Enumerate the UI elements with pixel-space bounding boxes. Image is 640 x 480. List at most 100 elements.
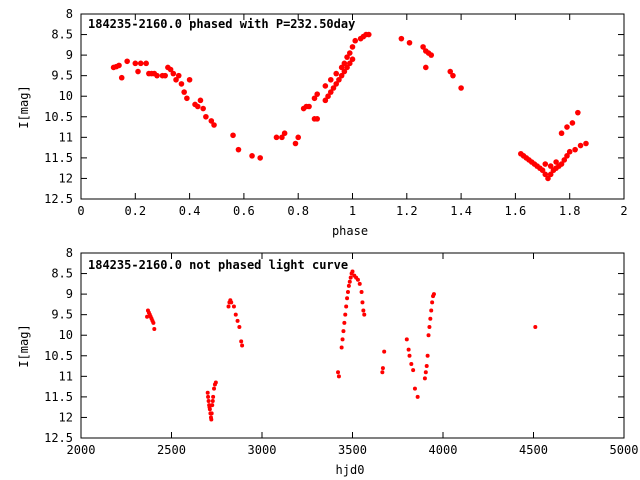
data-point (211, 122, 217, 128)
y-tick-label: 10 (59, 328, 73, 342)
x-tick-label: 0 (77, 204, 84, 218)
data-point (151, 320, 156, 325)
data-points (110, 31, 589, 182)
data-point (197, 97, 204, 104)
data-point (345, 296, 350, 301)
data-point (341, 329, 346, 334)
data-point (357, 281, 362, 286)
y-tick-label: 12.5 (44, 192, 73, 206)
data-point (213, 380, 218, 385)
data-point (545, 175, 551, 182)
data-point (194, 103, 201, 110)
data-point (162, 72, 168, 79)
data-point (311, 95, 318, 102)
phased-chart: 184235-2160.0 phased with P=232.50day ph… (17, 7, 628, 238)
data-point (314, 116, 321, 122)
data-point (428, 52, 435, 58)
data-point (423, 64, 429, 71)
y-tick-label: 10.5 (44, 110, 73, 124)
x-tick-label: 1.4 (450, 204, 472, 218)
x-tick-label: 2500 (157, 443, 186, 457)
data-point (340, 337, 345, 342)
data-point (118, 74, 125, 81)
data-point (362, 312, 367, 317)
data-point (412, 386, 417, 391)
data-point (231, 304, 236, 309)
data-point (542, 161, 549, 167)
data-point (230, 132, 236, 139)
data-point (430, 300, 435, 305)
y-tick-label: 11.5 (44, 151, 73, 165)
x-axis-label: hjd0 (336, 463, 365, 477)
data-point (566, 148, 573, 155)
data-point (341, 60, 348, 67)
data-point (349, 44, 356, 50)
y-tick-label: 8 (66, 246, 73, 260)
x-tick-label: 0.2 (124, 204, 146, 218)
x-tick-label: 1.2 (396, 204, 418, 218)
data-point (338, 64, 345, 71)
data-point (333, 81, 340, 87)
y-tick-label: 12 (59, 171, 73, 185)
data-point (420, 44, 426, 50)
x-tick-label: 3500 (338, 443, 367, 457)
data-point (203, 113, 209, 120)
data-point (575, 109, 581, 116)
x-tick-label: 0.6 (233, 204, 255, 218)
data-point (279, 134, 285, 141)
data-point (330, 85, 337, 91)
data-point (558, 161, 565, 167)
data-point (143, 60, 149, 67)
y-axis-label: I[mag] (17, 324, 31, 367)
data-point (210, 403, 215, 408)
data-point (553, 159, 559, 165)
data-point (346, 60, 353, 67)
data-point (547, 163, 554, 169)
data-point (572, 146, 578, 153)
data-point (211, 394, 216, 399)
data-point (533, 325, 538, 329)
data-point (226, 304, 231, 309)
data-point (347, 279, 352, 284)
data-point (561, 157, 568, 163)
data-point (240, 343, 245, 348)
data-point (429, 308, 434, 313)
x-tick-label: 0.8 (287, 204, 309, 218)
y-tick-label: 8 (66, 7, 73, 21)
data-point (380, 366, 385, 371)
x-tick-label: 4000 (429, 443, 458, 457)
y-tick-label: 10.5 (44, 349, 73, 363)
y-tick-label: 12.5 (44, 431, 73, 445)
x-tick-label: 1.6 (505, 204, 527, 218)
data-point (344, 304, 349, 309)
data-point (184, 95, 190, 102)
x-tick-label: 1 (349, 204, 356, 218)
data-point (346, 283, 351, 288)
x-tick-label: 1.8 (559, 204, 581, 218)
x-tick-label: 3000 (248, 443, 277, 457)
data-point (116, 62, 122, 69)
data-point (361, 308, 366, 313)
data-point (336, 374, 341, 379)
data-point (415, 394, 420, 399)
data-point (336, 76, 342, 83)
data-point (422, 376, 427, 381)
data-point (249, 153, 255, 159)
data-point (145, 314, 150, 319)
x-tick-label: 5000 (610, 443, 639, 457)
x-tick-label: 2000 (67, 443, 96, 457)
x-tick-label: 4500 (519, 443, 548, 457)
data-point (409, 362, 414, 366)
data-point (322, 83, 329, 89)
y-tick-label: 9 (66, 287, 73, 301)
data-point (542, 171, 549, 178)
data-point (212, 386, 217, 391)
data-point (325, 93, 331, 100)
chart-title: 184235-2160.0 phased with P=232.50day (88, 17, 355, 31)
data-point (295, 134, 302, 141)
y-axis-label: I[mag] (17, 85, 31, 128)
data-point (239, 339, 244, 344)
data-point (427, 325, 432, 329)
data-point (424, 364, 429, 369)
data-point (237, 325, 242, 329)
